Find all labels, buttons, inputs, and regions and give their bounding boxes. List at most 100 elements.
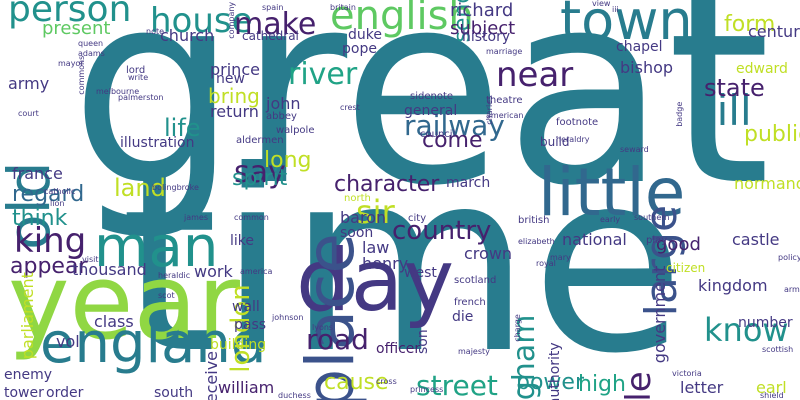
word-make: make <box>234 7 317 42</box>
word-little: little <box>538 154 686 231</box>
word-form: form <box>724 12 776 37</box>
word-road: road <box>306 323 369 356</box>
word-royal: royal <box>536 259 556 268</box>
word-view: view <box>592 0 611 8</box>
word-spirit: spirit <box>232 166 288 191</box>
word-building: building <box>210 337 267 353</box>
word-palmerston: palmerston <box>118 93 164 102</box>
word-officer: officer <box>376 341 421 357</box>
word-national: national <box>562 230 627 249</box>
word-heraldry: heraldry <box>556 135 590 144</box>
word-century: century <box>748 22 800 41</box>
word-soon: soon <box>340 225 374 241</box>
word-like: like <box>230 233 255 249</box>
word-sir: sir <box>356 193 395 231</box>
word-english: english <box>330 0 474 39</box>
word-new: new <box>216 71 245 87</box>
word-march: march <box>446 175 491 191</box>
word-letter: letter <box>680 378 724 397</box>
word-railway: railway <box>404 109 505 142</box>
word-die: die <box>452 309 474 325</box>
word-enemy: enemy <box>4 367 53 383</box>
word-thousand: thousand <box>72 260 147 279</box>
word-land: land <box>114 174 166 202</box>
word-north: north <box>344 193 371 204</box>
word-parliament: parliament <box>18 272 37 360</box>
word-aldermen: aldermen <box>236 135 284 146</box>
word-policy: policy <box>778 253 800 262</box>
word-abbey: abbey <box>266 111 297 122</box>
word-class: class <box>94 312 134 331</box>
word-southern: southern <box>634 213 670 222</box>
word-elizabeth: elizabeth <box>518 237 555 246</box>
word-character: character <box>334 172 440 197</box>
word-law: law <box>362 238 390 257</box>
word-number: number <box>738 315 793 331</box>
word-say: say <box>234 155 286 190</box>
word-england: england <box>40 311 267 376</box>
word-lyons: lyons <box>312 323 334 332</box>
word-british: british <box>518 215 550 226</box>
word-american: american <box>486 111 524 120</box>
word-spain: spain <box>262 3 284 12</box>
word-kingdom: kingdom <box>698 276 768 295</box>
word-iii: iii <box>612 5 619 14</box>
word-victoria: victoria <box>672 369 702 378</box>
word-regard: regard <box>12 182 85 207</box>
word-write: write <box>128 73 149 82</box>
word-normandy: normandy <box>734 174 800 193</box>
word-richard: richard <box>450 0 514 21</box>
word-catholic: catholic <box>44 187 76 196</box>
word-hill: hill <box>690 86 752 135</box>
word-pass: pass <box>234 317 267 333</box>
word-army: army <box>8 74 50 93</box>
word-tower: tower <box>4 385 44 400</box>
word-work: work <box>194 262 233 281</box>
word-john: john <box>266 94 301 113</box>
word-near: near <box>496 55 574 95</box>
word-vol: vol <box>56 332 80 351</box>
word-king: king <box>14 221 87 261</box>
word-order: order <box>46 385 84 400</box>
word-lord: lord <box>126 65 146 76</box>
word-duchess: duchess <box>278 391 311 400</box>
word-bolingbroke: bolingbroke <box>152 183 199 192</box>
word-west: west <box>404 265 437 281</box>
word-time: time <box>120 117 685 400</box>
word-know: know <box>704 311 789 349</box>
word-princess: princess <box>410 385 444 394</box>
word-melbourne: melbourne <box>96 87 140 96</box>
word-arm: arm <box>784 285 800 294</box>
word-french: french <box>454 297 486 308</box>
word-street: street <box>416 369 498 400</box>
word-france: france <box>12 164 63 183</box>
word-scot: scot <box>158 291 175 300</box>
word-present: present <box>42 18 111 39</box>
word-common: common <box>234 213 269 222</box>
word-come: come <box>422 128 483 153</box>
word-badge: badge <box>675 101 684 127</box>
word-good: good <box>656 234 701 255</box>
word-scotland: scotland <box>454 275 497 286</box>
word-heraldic: heraldic <box>158 271 191 280</box>
word-year: year <box>8 241 241 363</box>
word-country: country <box>392 216 492 246</box>
word-high: high <box>578 372 626 397</box>
word-chapel: chapel <box>616 39 663 55</box>
word-illustration: illustration <box>120 135 195 151</box>
word-play: play <box>646 235 668 246</box>
word-cross: cross <box>376 377 397 386</box>
word-council: council <box>420 129 456 140</box>
word-authority: authority <box>547 342 563 400</box>
word-bishop: bishop <box>620 58 674 77</box>
word-church: church <box>160 26 215 45</box>
word-edward: edward <box>736 61 788 77</box>
word-castle: castle <box>732 230 780 249</box>
word-mayor: mayor <box>58 59 84 68</box>
word-man: man <box>94 215 219 280</box>
word-marriage: marriage <box>486 47 523 56</box>
word-return: return <box>210 102 259 121</box>
word-house: house <box>150 1 253 41</box>
word-earl: earl <box>756 378 787 397</box>
